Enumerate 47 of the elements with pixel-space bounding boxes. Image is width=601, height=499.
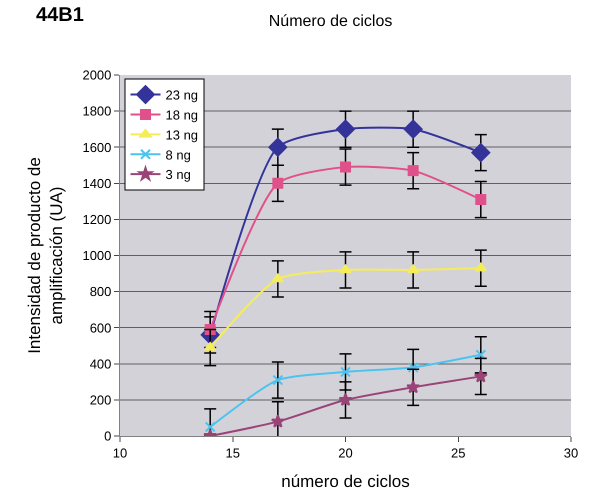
legend-label: 8 ng bbox=[166, 147, 191, 162]
y-tick-label: 600 bbox=[90, 320, 112, 336]
point bbox=[474, 262, 487, 272]
point bbox=[338, 392, 352, 406]
y-tick-label: 800 bbox=[90, 284, 112, 300]
point bbox=[268, 138, 288, 157]
point bbox=[204, 421, 216, 432]
point bbox=[474, 369, 488, 383]
y-tick-label: 1200 bbox=[82, 212, 112, 227]
legend-label: 18 ng bbox=[166, 108, 198, 123]
y-tick-label: 1800 bbox=[82, 104, 112, 119]
point bbox=[406, 264, 420, 274]
point bbox=[340, 366, 351, 378]
x-tick-label: 10 bbox=[112, 446, 128, 461]
x-tick-label: 25 bbox=[451, 446, 466, 461]
chart-title: Número de ciclos bbox=[268, 13, 392, 30]
point bbox=[471, 143, 490, 162]
point bbox=[272, 178, 284, 189]
point bbox=[204, 342, 216, 351]
point bbox=[270, 414, 285, 428]
point bbox=[272, 374, 284, 386]
point bbox=[475, 194, 486, 206]
legend-label: 3 ng bbox=[166, 167, 191, 182]
y-tick-label: 400 bbox=[90, 356, 112, 372]
point bbox=[406, 380, 420, 394]
point bbox=[408, 362, 419, 373]
x-tick-label: 20 bbox=[338, 446, 353, 461]
point bbox=[404, 120, 423, 139]
y-tick-label: 1000 bbox=[82, 248, 112, 264]
text: 44B1 bbox=[36, 4, 84, 26]
point bbox=[272, 273, 284, 282]
point bbox=[339, 264, 352, 274]
y-axis-title: Intensidad de producto de amplificación (UA) bbox=[24, 157, 66, 354]
x-axis-title: número de ciclos bbox=[281, 472, 410, 491]
legend-label: 13 ng bbox=[166, 127, 198, 142]
legend-label: 23 ng bbox=[166, 88, 198, 103]
y-tick-label: 1600 bbox=[82, 140, 112, 155]
y-tick-label: 1400 bbox=[82, 176, 112, 191]
point bbox=[336, 120, 355, 139]
y-tick-label: 200 bbox=[90, 392, 112, 408]
point bbox=[340, 162, 351, 173]
x-tick-label: 15 bbox=[226, 446, 240, 461]
point bbox=[408, 165, 419, 176]
y-tick-label: 2000 bbox=[82, 68, 112, 83]
point bbox=[475, 349, 486, 360]
y-tick-label: 0 bbox=[104, 428, 112, 444]
x-tick-label: 30 bbox=[564, 446, 578, 461]
